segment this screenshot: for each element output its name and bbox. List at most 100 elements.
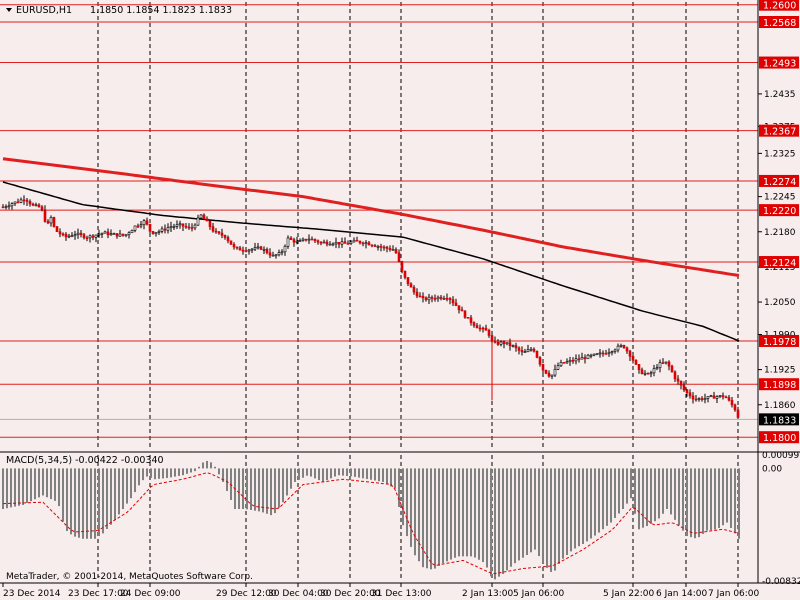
- candle-body: [448, 298, 452, 300]
- candle-body: [433, 298, 437, 300]
- candle-body: [640, 369, 644, 375]
- candle-body: [307, 238, 311, 241]
- macd-bar: [734, 468, 736, 534]
- main-price-pane[interactable]: 1.24351.23751.23251.22451.21801.21151.20…: [0, 0, 799, 448]
- candle: [631, 354, 635, 364]
- candle-body: [22, 199, 26, 202]
- candle-body: [52, 217, 56, 227]
- candle-body: [16, 201, 20, 204]
- macd-bar: [554, 468, 556, 571]
- candle-body: [7, 205, 11, 208]
- macd-bar: [314, 468, 316, 479]
- candle: [115, 233, 119, 239]
- candle-body: [313, 238, 317, 241]
- candlestick-series: [1, 195, 740, 419]
- candle: [388, 245, 392, 252]
- level-tag: [759, 174, 799, 187]
- candle: [526, 344, 530, 353]
- macd-bar: [666, 468, 668, 509]
- candle: [298, 238, 302, 242]
- candle-body: [124, 234, 128, 236]
- candle-body: [544, 369, 548, 374]
- candle-body: [505, 342, 509, 345]
- candle-body: [481, 327, 485, 330]
- macd-bar: [338, 468, 340, 476]
- candle: [235, 246, 239, 250]
- candle: [400, 260, 404, 274]
- candle: [694, 395, 698, 402]
- candle: [136, 223, 140, 229]
- macd-bar: [118, 468, 120, 515]
- macd-bar: [158, 468, 160, 479]
- macd-bar: [230, 468, 232, 500]
- macd-bar: [262, 468, 264, 513]
- macd-bar: [510, 468, 512, 567]
- candle-body: [13, 201, 17, 204]
- time-tick-label: 30 Dec 20:00: [320, 589, 381, 599]
- candle-body: [250, 248, 254, 251]
- macd-bar: [670, 468, 672, 515]
- candle-body: [430, 296, 434, 299]
- macd-bar: [206, 460, 208, 469]
- candle: [208, 220, 212, 230]
- candle: [25, 198, 29, 207]
- candle-body: [25, 199, 29, 202]
- candle: [706, 396, 710, 403]
- candle: [34, 202, 38, 207]
- macd-bar: [578, 468, 580, 547]
- level-tag-label: 1.1898: [763, 380, 796, 391]
- macd-bar: [710, 468, 712, 531]
- macd-bar: [514, 468, 516, 564]
- macd-bar: [154, 468, 156, 480]
- macd-bar: [70, 468, 72, 535]
- candle-body: [565, 361, 569, 364]
- candle: [733, 403, 737, 412]
- candle-body: [622, 344, 626, 349]
- candle: [211, 223, 215, 233]
- macd-bar: [142, 468, 144, 481]
- candle-body: [568, 359, 572, 362]
- candle-body: [583, 357, 587, 360]
- candle-body: [412, 286, 416, 293]
- candle: [265, 247, 269, 255]
- candle-body: [232, 244, 236, 248]
- candle: [28, 199, 32, 207]
- candle-body: [649, 372, 653, 375]
- macd-bar: [386, 468, 388, 485]
- macd-bar: [650, 468, 652, 524]
- candle-body: [373, 245, 377, 247]
- candle: [286, 235, 290, 249]
- candle-body: [268, 252, 272, 256]
- candle: [133, 225, 137, 233]
- candle-body: [238, 247, 242, 251]
- macd-signal-line: [2, 472, 740, 575]
- level-tag: [759, 204, 799, 217]
- chevron-down-icon[interactable]: [6, 8, 12, 12]
- candle-body: [706, 396, 710, 399]
- candle-body: [325, 241, 329, 245]
- candle: [718, 395, 722, 399]
- candle: [184, 223, 188, 229]
- candle-body: [595, 353, 599, 356]
- candle-body: [631, 356, 635, 361]
- candle-body: [478, 327, 482, 330]
- symbol-header[interactable]: EURUSD,H1 1.1850 1.1854 1.1823 1.1833: [6, 5, 232, 16]
- candle: [361, 241, 365, 247]
- level-tag-label: 1.2124: [763, 258, 796, 269]
- candle-body: [496, 342, 500, 345]
- candle: [253, 242, 257, 251]
- candle: [562, 362, 566, 364]
- macd-bar: [658, 468, 660, 519]
- candle-body: [691, 395, 695, 400]
- macd-bar: [410, 468, 412, 547]
- candle: [289, 236, 293, 240]
- candle-body: [556, 365, 560, 370]
- level-tag-label: 1.1800: [763, 433, 796, 444]
- candle-body: [82, 234, 86, 239]
- macd-pane[interactable]: MACD(5,34,5) -0.00422 -0.00340 0.000990.…: [0, 451, 800, 587]
- candle: [496, 339, 500, 346]
- macd-bar: [718, 468, 720, 528]
- candle: [226, 235, 230, 244]
